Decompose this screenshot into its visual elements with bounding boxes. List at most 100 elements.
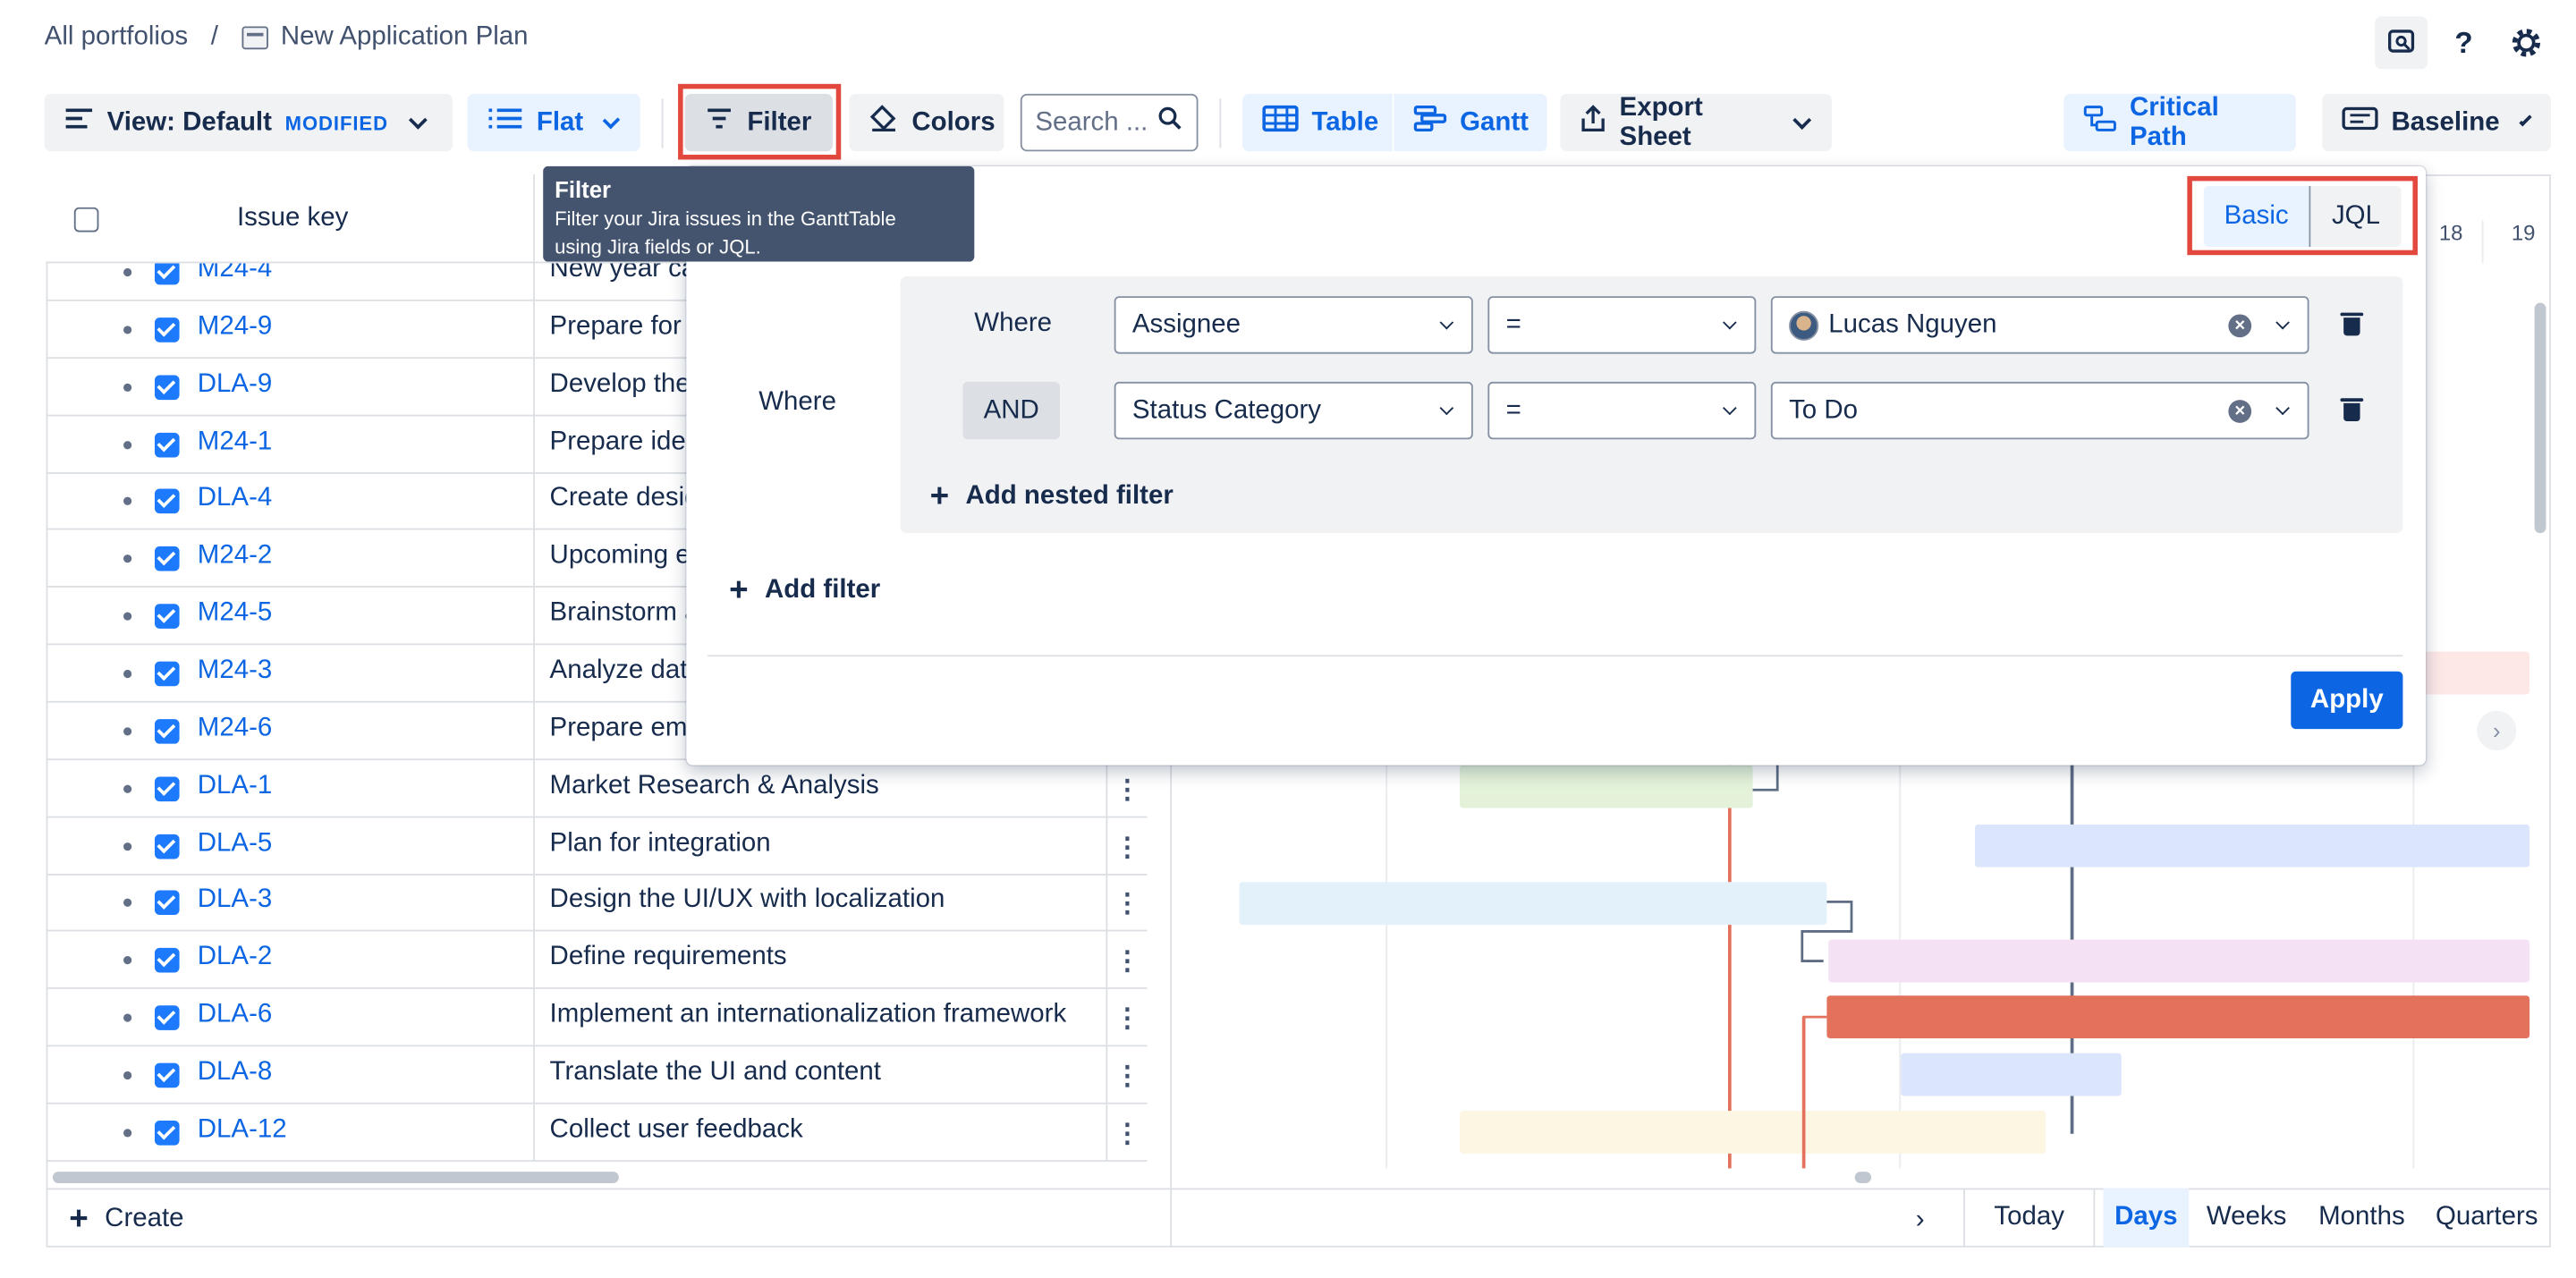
issue-summary[interactable]: Prepare for bbox=[549, 312, 682, 341]
table-row[interactable]: DLA-2 Define requirements ⋮ bbox=[46, 931, 1148, 989]
trash-icon[interactable] bbox=[2340, 312, 2364, 336]
field-select[interactable]: Assignee bbox=[1114, 296, 1473, 354]
operator-select[interactable]: = bbox=[1487, 381, 1757, 440]
filter-button[interactable]: Filter bbox=[684, 93, 834, 152]
gantt-bar[interactable] bbox=[1239, 882, 1827, 926]
issue-summary[interactable]: Prepare ema bbox=[549, 714, 702, 742]
issue-summary[interactable]: Implement an internationalization framew… bbox=[549, 1000, 1067, 1028]
table-row[interactable]: DLA-3 Design the UI/UX with localization ⋮ bbox=[46, 874, 1148, 932]
row-checkbox[interactable] bbox=[154, 834, 180, 859]
issue-summary[interactable]: Analyze dat bbox=[549, 656, 688, 685]
issue-key-link[interactable]: M24-5 bbox=[197, 598, 273, 628]
row-checkbox[interactable] bbox=[154, 546, 180, 571]
row-checkbox[interactable] bbox=[154, 1005, 180, 1030]
today-button[interactable]: Today bbox=[1994, 1203, 2064, 1231]
feedback-icon[interactable] bbox=[2375, 16, 2428, 70]
row-checkbox[interactable] bbox=[154, 317, 180, 343]
gantt-bar[interactable] bbox=[1975, 824, 2530, 868]
issue-key-link[interactable]: M24-6 bbox=[197, 714, 273, 742]
column-divider[interactable] bbox=[533, 174, 535, 1163]
gantt-view-button[interactable]: Gantt bbox=[1394, 93, 1547, 152]
colors-button[interactable]: Colors bbox=[849, 93, 1004, 152]
field-select[interactable]: Status Category bbox=[1114, 381, 1473, 440]
issue-summary[interactable]: Define requirements bbox=[549, 943, 787, 971]
issue-summary[interactable]: Develop the bbox=[549, 370, 691, 399]
select-all-checkbox[interactable] bbox=[73, 207, 99, 233]
table-row[interactable]: DLA-8 Translate the UI and content ⋮ bbox=[46, 1046, 1148, 1104]
row-checkbox[interactable] bbox=[154, 1121, 180, 1146]
row-checkbox[interactable] bbox=[154, 719, 180, 744]
chevron-right-icon[interactable]: › bbox=[2477, 710, 2517, 751]
more-actions-icon[interactable]: ⋮ bbox=[1106, 817, 1147, 876]
row-checkbox[interactable] bbox=[154, 947, 180, 973]
table-row[interactable]: DLA-1 Market Research & Analysis ⋮ bbox=[46, 760, 1148, 818]
breadcrumb-all-portfolios[interactable]: All portfolios bbox=[44, 22, 189, 52]
more-actions-icon[interactable]: ⋮ bbox=[1106, 1046, 1147, 1104]
issue-key-link[interactable]: DLA-8 bbox=[197, 1058, 273, 1087]
table-row[interactable]: DLA-6 Implement an internationalization f… bbox=[46, 988, 1148, 1047]
scale-months[interactable]: Months bbox=[2318, 1203, 2405, 1231]
export-sheet-button[interactable]: Export Sheet bbox=[1560, 93, 1832, 152]
row-checkbox[interactable] bbox=[154, 488, 180, 514]
create-button[interactable]: + Create bbox=[69, 1203, 183, 1236]
issue-summary[interactable]: Market Research & Analysis bbox=[549, 771, 879, 800]
issue-key-link[interactable]: DLA-5 bbox=[197, 829, 273, 858]
horizontal-scrollbar[interactable] bbox=[52, 1172, 619, 1183]
issue-summary[interactable]: Prepare idea bbox=[549, 427, 701, 456]
row-checkbox[interactable] bbox=[154, 432, 180, 458]
value-select[interactable]: Lucas Nguyen × bbox=[1770, 296, 2309, 354]
scale-weeks[interactable]: Weeks bbox=[2206, 1203, 2287, 1231]
more-actions-icon[interactable]: ⋮ bbox=[1106, 988, 1147, 1047]
critical-path-bar[interactable] bbox=[1826, 995, 2530, 1039]
view-selector-button[interactable]: View: Default MODIFIED bbox=[44, 93, 453, 152]
row-checkbox[interactable] bbox=[154, 604, 180, 629]
issue-summary[interactable]: Design the UI/UX with localization bbox=[549, 884, 945, 914]
row-checkbox[interactable] bbox=[154, 661, 180, 687]
clear-icon[interactable]: × bbox=[2228, 399, 2252, 422]
and-connector-button[interactable]: AND bbox=[962, 381, 1060, 440]
gantt-horizontal-scrollbar[interactable] bbox=[1854, 1172, 1872, 1183]
flat-view-button[interactable]: Flat bbox=[467, 93, 640, 152]
gantt-bar[interactable] bbox=[1901, 1053, 2122, 1096]
table-row[interactable]: DLA-12 Collect user feedback ⋮ bbox=[46, 1104, 1148, 1163]
issue-key-link[interactable]: DLA-6 bbox=[197, 1000, 273, 1028]
basic-mode-button[interactable]: Basic bbox=[2203, 185, 2309, 247]
row-checkbox[interactable] bbox=[154, 776, 180, 802]
row-checkbox[interactable] bbox=[154, 259, 180, 285]
add-nested-filter-button[interactable]: + Add nested filter bbox=[930, 480, 1174, 513]
gantt-bar[interactable] bbox=[1828, 939, 2530, 983]
more-actions-icon[interactable]: ⋮ bbox=[1106, 874, 1147, 932]
add-filter-button[interactable]: + Add filter bbox=[729, 574, 880, 607]
critical-path-button[interactable]: Critical Path bbox=[2063, 93, 2296, 152]
row-checkbox[interactable] bbox=[154, 1062, 180, 1088]
issue-key-link[interactable]: DLA-9 bbox=[197, 370, 273, 399]
trash-icon[interactable] bbox=[2340, 398, 2364, 422]
baseline-button[interactable]: Baseline bbox=[2322, 93, 2551, 152]
chevron-right-icon[interactable]: › bbox=[1915, 1206, 1925, 1234]
scale-quarters[interactable]: Quarters bbox=[2435, 1203, 2538, 1231]
issue-key-link[interactable]: DLA-3 bbox=[197, 884, 273, 914]
issue-summary[interactable]: Plan for integration bbox=[549, 829, 771, 858]
more-actions-icon[interactable]: ⋮ bbox=[1106, 760, 1147, 818]
operator-select[interactable]: = bbox=[1487, 296, 1757, 354]
clear-icon[interactable]: × bbox=[2228, 313, 2252, 337]
more-actions-icon[interactable]: ⋮ bbox=[1106, 931, 1147, 989]
more-actions-icon[interactable]: ⋮ bbox=[1106, 1104, 1147, 1163]
breadcrumb-current-plan[interactable]: New Application Plan bbox=[280, 22, 529, 52]
issue-key-header[interactable]: Issue key bbox=[236, 204, 349, 233]
issue-summary[interactable]: Upcoming e bbox=[549, 541, 691, 570]
issue-key-link[interactable]: DLA-12 bbox=[197, 1115, 287, 1144]
issue-summary[interactable]: Collect user feedback bbox=[549, 1115, 803, 1144]
help-icon[interactable]: ? bbox=[2437, 16, 2490, 70]
table-view-button[interactable]: Table bbox=[1242, 93, 1393, 152]
issue-key-link[interactable]: M24-2 bbox=[197, 541, 273, 570]
issue-key-link[interactable]: M24-9 bbox=[197, 312, 273, 341]
scale-days[interactable]: Days bbox=[2103, 1188, 2190, 1248]
apply-button[interactable]: Apply bbox=[2291, 671, 2403, 730]
table-row[interactable]: DLA-5 Plan for integration ⋮ bbox=[46, 817, 1148, 876]
issue-key-link[interactable]: M24-1 bbox=[197, 427, 273, 456]
